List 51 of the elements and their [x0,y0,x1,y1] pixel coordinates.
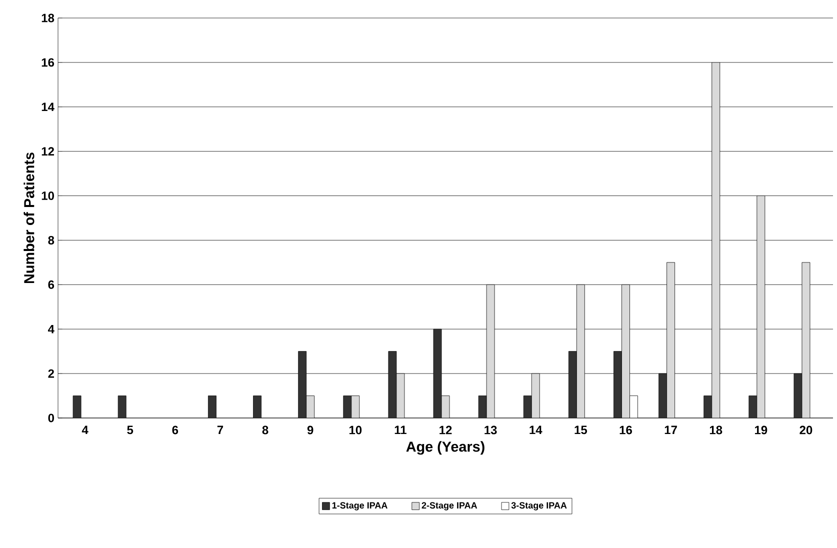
bar [343,396,352,418]
x-tick-label: 17 [664,426,677,434]
bar [568,351,577,418]
x-tick-label: 13 [484,426,497,434]
y-tick-label: 2 [48,369,54,378]
bar [614,351,622,418]
y-tick-label: 4 [48,324,54,334]
y-axis-title: Number of Patients [24,152,34,284]
x-tick-label: 9 [307,426,314,434]
bar [351,396,360,418]
bar [704,396,712,418]
x-axis-title: Age (Years) [406,441,484,455]
x-tick-label: 12 [440,426,452,434]
bar [622,284,630,418]
x-tick-label: 8 [262,426,268,434]
y-tick-label: 10 [42,192,54,200]
x-tick-label: 20 [800,426,812,434]
x-tick-label: 18 [710,426,722,434]
legend-label: 1-Stage IPAA [332,502,388,510]
y-tick-label: 0 [48,414,54,422]
y-tick-label: 8 [48,236,54,244]
bar [748,396,758,418]
bar [531,373,540,418]
bar [712,62,720,418]
legend-label: 3-Stage IPAA [511,502,567,510]
bar [756,196,766,418]
bar [253,396,262,418]
x-tick-label: 7 [217,426,224,434]
x-tick-label: 4 [82,426,88,434]
bar [208,396,216,418]
bar [666,262,675,418]
x-tick-label: 11 [394,426,406,434]
y-tick-label: 16 [42,58,54,67]
bar [298,351,307,418]
x-tick-label: 15 [574,426,588,434]
bar [523,396,532,418]
x-tick-label: 6 [172,426,178,434]
bar [306,396,315,418]
x-tick-label: 16 [620,426,632,434]
x-tick-label: 10 [349,426,362,434]
y-tick-label: 12 [42,147,54,156]
x-tick-label: 5 [127,426,134,434]
bar [118,396,126,418]
y-tick-label: 14 [42,102,54,112]
y-tick-label: 6 [48,280,54,289]
bar [576,284,585,418]
bar [658,373,667,418]
x-tick-label: 14 [530,426,542,434]
x-tick-label: 19 [754,426,768,434]
y-tick-label: 18 [42,14,54,22]
legend-label: 2-Stage IPAA [422,502,478,510]
